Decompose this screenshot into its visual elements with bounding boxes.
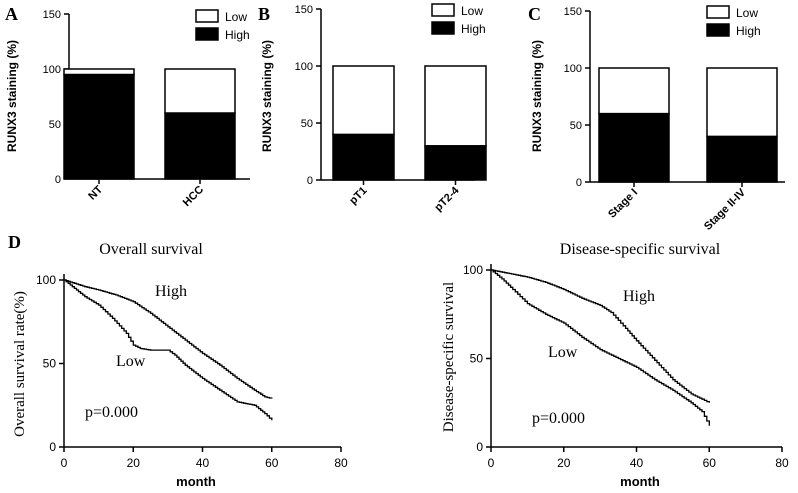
legend-label-low: Low — [461, 4, 483, 18]
x-axis-label: month — [176, 474, 216, 489]
curve-label-low: Low — [116, 353, 146, 370]
y-tick-label: 100 — [295, 61, 313, 73]
bar-panel-C: C 0 50 100 150 RUNX3 staining (%) Stage I Stage… — [528, 4, 785, 233]
y-axis-label: RUNX3 staining (%) — [5, 40, 19, 152]
x-tick-label: pT2-4 — [432, 184, 462, 214]
curve-label-high: High — [155, 283, 187, 300]
y-tick-label: 0 — [476, 440, 483, 454]
legend-swatch-low — [431, 3, 455, 17]
km-panel-D1: D Overall survival 0 50 100 0 20 40 60 80 month Ove… — [8, 232, 348, 489]
legend-swatch-low — [706, 5, 730, 19]
x-tick-label: 40 — [196, 456, 210, 470]
x-tick-label: 20 — [557, 456, 571, 470]
legend-label-high: High — [736, 24, 761, 38]
bar-low-Stage-II-IV — [706, 67, 778, 138]
legend-label-low: Low — [736, 6, 758, 20]
y-tick-label: 100 — [36, 273, 56, 287]
y-tick-label: 50 — [301, 118, 313, 130]
legend-label-high: High — [225, 28, 250, 42]
y-axis-label: RUNX3 staining (%) — [530, 40, 544, 152]
bar-high-Stage-I — [598, 112, 670, 183]
y-tick-label: 50 — [43, 357, 57, 371]
bar-high-pT1 — [332, 133, 395, 181]
survival-curve-low — [491, 269, 710, 426]
bar-panel-B: B 0 50 100 150 RUNX3 staining (%) pT1 pT2-4 Low H… — [258, 3, 487, 214]
survival-curve-high — [64, 279, 273, 399]
bar-high-NT — [63, 73, 135, 180]
bar-high-pT2-4 — [424, 145, 487, 181]
y-tick-label: 100 — [43, 64, 61, 76]
x-tick-label: 40 — [630, 456, 644, 470]
x-tick-label: 60 — [703, 456, 717, 470]
x-tick-label: 20 — [127, 456, 141, 470]
x-tick-label: 0 — [61, 456, 68, 470]
panel-label: D — [8, 232, 21, 252]
x-tick-label: 80 — [334, 456, 348, 470]
p-value: p=0.000 — [85, 404, 138, 421]
bar-low-HCC — [164, 68, 236, 114]
chart-title: Overall survival — [99, 241, 203, 258]
y-tick-label: 100 — [463, 263, 483, 277]
curve-label-low: Low — [548, 344, 578, 361]
p-value: p=0.000 — [532, 410, 585, 427]
x-tick-label: Stage I — [606, 187, 640, 221]
bar-low-pT2-4 — [424, 65, 487, 147]
panel-label: B — [258, 4, 270, 24]
y-axis-label: RUNX3 staining (%) — [260, 40, 274, 152]
bar-low-Stage-I — [598, 67, 670, 115]
y-axis-label: Overall survival rate(%) — [12, 291, 28, 437]
y-tick-label: 0 — [55, 174, 61, 186]
y-tick-label: 0 — [49, 440, 56, 454]
chart-title: Disease-specific survival — [560, 241, 721, 258]
y-tick-label: 0 — [576, 177, 582, 189]
legend-label-low: Low — [225, 10, 247, 24]
legend-swatch-high — [706, 23, 730, 37]
legend-label-high: High — [461, 22, 486, 36]
y-axis-label: Disease-specific survival — [441, 282, 457, 432]
panel-label: C — [528, 4, 541, 24]
x-tick-label: Stage II-IV — [702, 186, 749, 233]
x-tick-label: HCC — [181, 184, 206, 209]
legend-swatch-high — [195, 27, 219, 41]
survival-curve-high — [491, 269, 710, 403]
y-tick-label: 150 — [43, 9, 61, 21]
y-tick-label: 150 — [564, 6, 582, 18]
survival-curve-low — [64, 279, 273, 421]
bar-panel-A: A 0 50 100 150 RUNX3 staining (%) NT HCC Low High — [5, 4, 250, 209]
x-tick-label: pT1 — [347, 185, 369, 207]
y-tick-label: 0 — [307, 175, 313, 187]
y-tick-label: 150 — [295, 4, 313, 16]
bar-low-NT — [63, 68, 135, 76]
km-panel-D2: Disease-specific survival 0 50 100 0 20 40 60 80… — [441, 241, 789, 489]
x-tick-label: 0 — [488, 456, 495, 470]
curve-label-high: High — [623, 288, 655, 305]
y-tick-label: 50 — [49, 119, 61, 131]
bar-high-HCC — [164, 112, 236, 180]
bar-high-Stage-II-IV — [706, 135, 778, 183]
legend-swatch-low — [195, 9, 219, 23]
x-tick-label: NT — [86, 183, 105, 202]
x-axis-label: month — [620, 474, 660, 489]
legend-swatch-high — [431, 21, 455, 35]
y-tick-label: 50 — [570, 120, 582, 132]
x-tick-label: 60 — [265, 456, 279, 470]
bar-low-pT1 — [332, 65, 395, 136]
panel-label: A — [5, 4, 18, 24]
y-tick-label: 50 — [470, 352, 484, 366]
y-tick-label: 100 — [564, 63, 582, 75]
x-tick-label: 80 — [775, 456, 789, 470]
